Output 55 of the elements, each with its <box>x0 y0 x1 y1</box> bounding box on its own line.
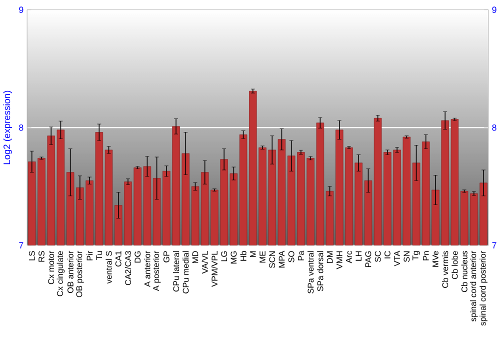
x-tick-label: DM <box>326 251 333 263</box>
x-tick-label: SC <box>374 250 381 262</box>
x-tick-label: VA/VL <box>202 250 208 274</box>
x-tick-label: Hb <box>240 250 246 260</box>
y-tick-label: 8 <box>19 124 24 130</box>
x-tick-label: LS <box>28 250 35 260</box>
x-tick-label: Cx motor <box>48 250 54 284</box>
x-tick-label: M <box>250 251 256 257</box>
x-tick-label: OB posterior <box>76 250 84 297</box>
x-tick-label: spinal cord anterior <box>470 250 478 322</box>
x-tick-label: Cb lobe <box>452 250 458 279</box>
x-tick-label: SCN <box>269 251 276 268</box>
x-tick-label: RS <box>38 250 44 262</box>
y2-tick-label: 9 <box>492 6 496 13</box>
x-tick-label: A anterior <box>144 250 150 287</box>
y-tick-label: 7 <box>19 242 24 248</box>
y-tick-label: 9 <box>19 6 24 13</box>
x-tick-label: MG <box>230 251 237 264</box>
x-tick-label: OB anterior <box>67 250 74 293</box>
x-tick-label: LH <box>356 251 362 260</box>
x-tick-label: MVe <box>432 250 438 266</box>
x-tick-label: Cx cingulate <box>56 250 65 296</box>
x-tick-label: MPA <box>278 250 285 268</box>
x-tick-label: Pir <box>86 250 93 260</box>
x-tick-label: VMH <box>336 251 342 269</box>
x-tick-label: VTA <box>394 250 400 266</box>
x-tick-label: CPu medial <box>182 251 189 294</box>
x-tick-label: LG <box>221 251 228 261</box>
x-tick-label: CPu lateral <box>172 251 180 292</box>
x-tick-label: CA2/CA3 <box>124 250 132 285</box>
x-tick-label: IC <box>384 250 390 258</box>
x-tick-label: Pa <box>298 250 304 260</box>
x-tick-label: A posterior <box>152 250 161 291</box>
x-tick-label: DG <box>134 251 141 262</box>
x-tick-label: PAG <box>365 251 372 267</box>
x-tick-label: SO <box>288 250 294 262</box>
x-tick-label: Pn <box>423 251 429 260</box>
x-tick-label: ventral S <box>106 250 112 284</box>
x-tick-label: spinal cord posterior <box>480 250 488 326</box>
x-tick-label: Cb nucleus <box>461 250 468 292</box>
x-tick-label: Tg <box>412 251 420 260</box>
x-tick-label: CA1 <box>115 250 122 266</box>
y2-tick-label: 8 <box>492 124 496 130</box>
x-tick-label: Tu <box>96 251 102 260</box>
x-tick-label: Arc <box>346 250 352 263</box>
x-tick-label: Cb vermis <box>442 250 448 288</box>
y2-tick-label: 7 <box>492 242 496 248</box>
x-tick-label: SPa dorsal <box>317 251 324 291</box>
x-tick-label: SN <box>404 251 410 262</box>
x-tick-label: GP <box>163 250 170 262</box>
x-tick-label: VPM/VPL <box>211 250 218 287</box>
x-tick-label: ME <box>260 250 266 262</box>
y-axis-title: Log2 (expression) <box>3 90 12 164</box>
x-tick-label: SPa ventral <box>308 251 314 294</box>
x-tick-label: MD <box>192 250 198 263</box>
